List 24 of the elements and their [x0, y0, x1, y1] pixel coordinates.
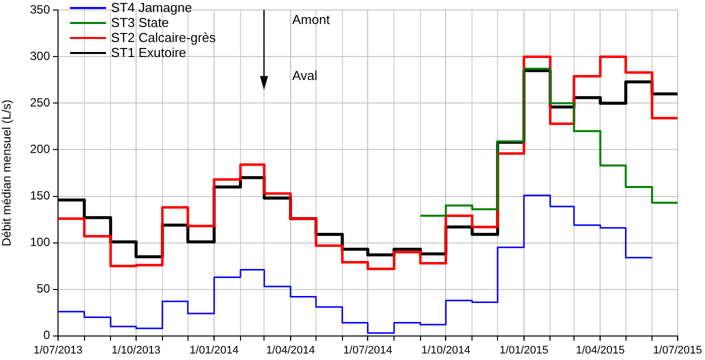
- x-tick-label: 1/07/2015: [653, 344, 702, 356]
- y-tick-label: 300: [30, 49, 50, 64]
- y-tick-label: 150: [30, 188, 50, 203]
- x-tick-label: 1/04/2014: [266, 344, 316, 356]
- y-axis-title: Débit médian mensuel (L/s): [0, 100, 14, 246]
- legend-label: ST4 Jamagne: [111, 0, 192, 15]
- legend-label: ST2 Calcaire-grès: [111, 30, 216, 45]
- x-tick-label: 1/10/2014: [421, 344, 470, 356]
- y-tick-label: 350: [30, 2, 50, 17]
- y-tick-label: 100: [30, 235, 50, 250]
- y-tick-label: 50: [36, 282, 50, 296]
- x-tick-label: 1/01/2014: [190, 344, 239, 356]
- y-tick-label: 250: [30, 96, 50, 110]
- x-tick-label: 1/01/2015: [499, 344, 548, 356]
- y-tick-label: 0: [43, 328, 50, 342]
- x-tick-label: 1/04/2015: [576, 344, 625, 356]
- annotation: Amont: [292, 12, 330, 27]
- x-tick-label: 1/07/2014: [343, 344, 392, 356]
- x-tick-label: 1/07/2013: [34, 344, 82, 356]
- legend-label: ST3 State: [111, 15, 169, 30]
- legend-label: ST1 Exutoire: [111, 45, 186, 60]
- x-tick-label: 1/10/2013: [112, 344, 161, 356]
- annotation: Aval: [292, 68, 318, 83]
- y-tick-label: 200: [30, 142, 50, 156]
